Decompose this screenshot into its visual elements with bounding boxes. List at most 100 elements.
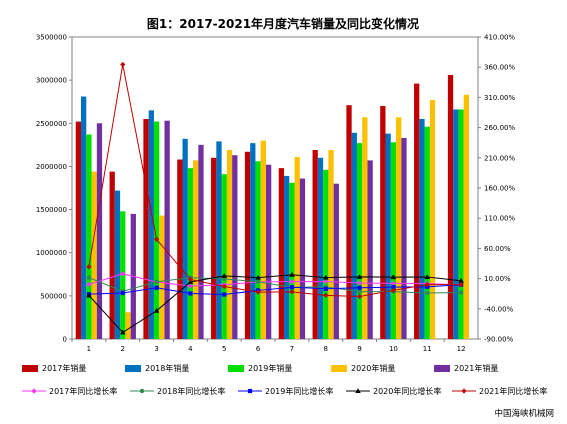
- source-text: 中国海峡机械网: [494, 408, 554, 419]
- data-point: [424, 274, 431, 280]
- legend-label: 2019年销量: [248, 363, 292, 373]
- y-left-tick-label: 500000: [40, 292, 67, 300]
- bar: [91, 171, 97, 339]
- data-point: [391, 285, 396, 290]
- data-point: [153, 307, 160, 313]
- bar: [244, 151, 251, 339]
- data-point: [390, 274, 397, 280]
- bar: [221, 174, 227, 339]
- y-right-tick-label: 210.00%: [484, 154, 515, 162]
- data-point: [289, 285, 295, 290]
- legend: 2017年销量 2018年销量 2019年销量 2020年销量 2021年销量 2017年…: [22, 363, 547, 396]
- legend-marker: [247, 388, 253, 394]
- x-tick-label: 5: [222, 345, 226, 353]
- legend-label: 2021年销量: [454, 363, 498, 373]
- legend-marker: [31, 388, 37, 394]
- bar: [96, 123, 103, 340]
- bar: [250, 143, 256, 339]
- data-point: [323, 278, 329, 285]
- x-tick-label: 4: [188, 345, 193, 353]
- legend-marker: [139, 388, 145, 394]
- data-point: [120, 290, 125, 296]
- bar: [385, 133, 391, 339]
- data-point: [289, 271, 295, 277]
- data-point: [86, 292, 92, 298]
- y-left-tick-label: 3500000: [36, 34, 67, 42]
- y-left-tick-label: 1000000: [36, 249, 67, 257]
- legend-swatch: [228, 365, 244, 372]
- bar: [419, 118, 425, 339]
- x-tick-label: 12: [457, 345, 466, 353]
- data-point: [221, 283, 227, 290]
- data-point: [188, 291, 193, 296]
- x-tick-label: 6: [256, 345, 261, 353]
- legend-label: 2017年同比增长率: [49, 386, 117, 396]
- bar: [429, 99, 436, 339]
- legend-marker: [355, 388, 361, 393]
- bar: [114, 190, 121, 339]
- bar: [278, 168, 284, 339]
- plot-area: 0 500000 1000000 1500000 2000000 2500000 30000…: [36, 34, 516, 354]
- data-point: [357, 289, 362, 294]
- bar: [159, 215, 165, 339]
- data-point: [390, 280, 397, 287]
- legend-swatch: [125, 365, 141, 372]
- y-right-tick-label: -40.00%: [484, 305, 514, 313]
- y-right-tick-label: 360.00%: [484, 64, 515, 72]
- bar: [143, 118, 149, 339]
- bar: [75, 121, 81, 339]
- bar: [80, 96, 87, 339]
- bar: [211, 157, 217, 339]
- bar: [255, 161, 261, 339]
- legend-label: 2019年同比增长率: [265, 386, 333, 396]
- series-line: [88, 277, 462, 294]
- y-right-tick-label: 110.00%: [484, 215, 515, 223]
- bar: [458, 109, 464, 339]
- bar: [125, 312, 131, 339]
- bar: [317, 157, 324, 339]
- bar: [414, 83, 420, 339]
- data-point: [153, 236, 160, 242]
- x-tick-label: 1: [87, 345, 91, 353]
- series-line: [88, 284, 462, 296]
- bar: [294, 156, 300, 339]
- y-right-tick-label: 260.00%: [484, 124, 515, 132]
- bar: [328, 150, 334, 339]
- bar: [453, 109, 459, 339]
- bar: [351, 132, 357, 339]
- bar: [323, 169, 329, 339]
- data-point: [255, 279, 261, 284]
- bar: [109, 171, 115, 339]
- bar: [362, 117, 368, 339]
- bar: [463, 94, 470, 339]
- y-right-tick-label: -90.00%: [484, 336, 514, 344]
- data-point: [154, 279, 159, 285]
- bar: [312, 150, 318, 339]
- data-point: [222, 292, 227, 297]
- bar: [177, 159, 183, 339]
- y-right-tick-label: 310.00%: [484, 94, 515, 102]
- bar: [86, 134, 92, 339]
- data-point: [357, 285, 362, 290]
- legend-label: 2021年同比增长率: [479, 386, 547, 396]
- bar: [299, 178, 306, 339]
- y-right-tick-label: 10.00%: [484, 275, 511, 283]
- bar: [424, 126, 430, 339]
- bar: [289, 182, 295, 339]
- legend-label: 2018年销量: [145, 363, 189, 373]
- legend-label: 2020年同比增长率: [373, 386, 441, 396]
- x-tick-label: 11: [423, 345, 432, 353]
- data-point: [322, 274, 329, 280]
- y-left-tick-label: 0: [63, 336, 67, 344]
- y-left-tick-label: 2500000: [36, 120, 67, 128]
- data-point: [119, 329, 126, 335]
- bar: [148, 110, 154, 339]
- bar: [182, 138, 188, 339]
- data-point: [187, 276, 194, 283]
- bar: [447, 74, 454, 340]
- bar: [266, 164, 272, 339]
- series-line: [88, 273, 462, 287]
- data-point: [86, 275, 92, 280]
- bar: [396, 117, 402, 339]
- data-point: [323, 286, 328, 291]
